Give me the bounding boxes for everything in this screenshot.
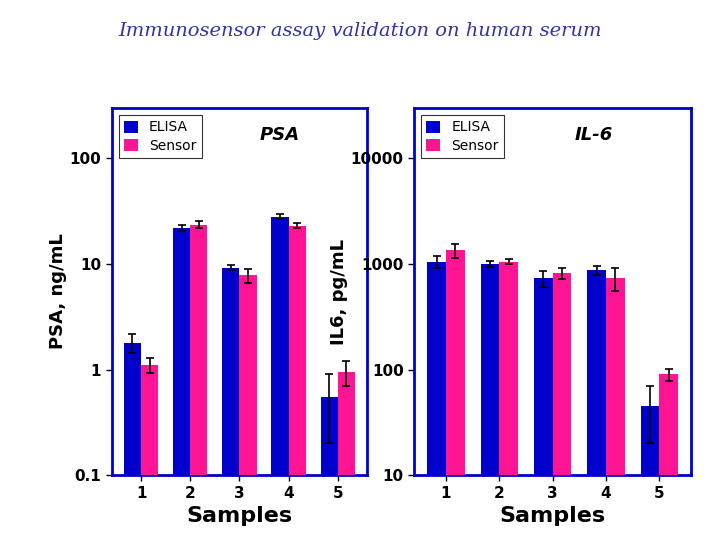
Bar xyxy=(428,262,446,540)
Bar xyxy=(190,225,207,540)
Y-axis label: IL6, pg/mL: IL6, pg/mL xyxy=(330,239,348,345)
X-axis label: Samples: Samples xyxy=(500,506,606,526)
Bar xyxy=(534,279,552,540)
Bar xyxy=(239,275,256,540)
Bar xyxy=(606,279,624,540)
Legend: ELISA, Sensor: ELISA, Sensor xyxy=(119,115,202,158)
Bar xyxy=(320,397,338,540)
X-axis label: Samples: Samples xyxy=(186,506,292,526)
Bar xyxy=(173,228,190,540)
Bar xyxy=(222,268,239,540)
Bar xyxy=(552,273,571,540)
Legend: ELISA, Sensor: ELISA, Sensor xyxy=(421,115,505,158)
Bar xyxy=(141,365,158,540)
Text: Immunosensor assay validation on human serum: Immunosensor assay validation on human s… xyxy=(118,22,602,39)
Bar xyxy=(446,250,464,540)
Text: IL-6: IL-6 xyxy=(575,126,613,144)
Bar xyxy=(499,262,518,540)
Bar xyxy=(481,264,499,540)
Bar xyxy=(338,372,355,540)
Y-axis label: PSA, ng/mL: PSA, ng/mL xyxy=(49,234,67,349)
Text: PSA: PSA xyxy=(260,126,300,144)
Bar xyxy=(641,406,660,540)
Bar xyxy=(271,217,289,540)
Bar xyxy=(124,343,141,540)
Bar xyxy=(289,226,306,540)
Bar xyxy=(588,271,606,540)
Bar xyxy=(660,374,678,540)
